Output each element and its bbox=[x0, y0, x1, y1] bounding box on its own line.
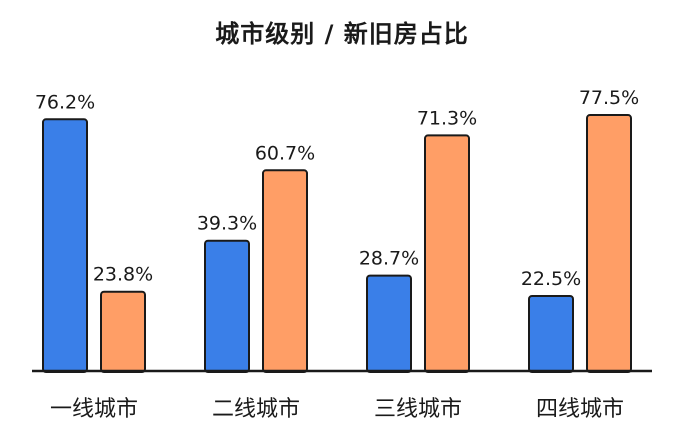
data-label-s0-c0: 76.2% bbox=[35, 91, 95, 113]
data-label-s0-c3: 22.5% bbox=[521, 268, 581, 290]
bar-s0-c2 bbox=[366, 274, 412, 373]
x-tick-label-0: 一线城市 bbox=[50, 397, 138, 422]
bar-s0-c3 bbox=[528, 294, 574, 374]
x-tick-label-3: 四线城市 bbox=[536, 397, 624, 422]
data-label-s1-c2: 71.3% bbox=[417, 107, 477, 129]
bar-s1-c2 bbox=[424, 134, 470, 373]
x-tick-label-1: 二线城市 bbox=[212, 397, 300, 422]
bar-s1-c3 bbox=[586, 114, 632, 374]
data-label-s0-c2: 28.7% bbox=[359, 248, 419, 270]
data-label-s1-c3: 77.5% bbox=[579, 87, 639, 109]
bar-s1-c1 bbox=[262, 169, 308, 373]
x-tick-label-2: 三线城市 bbox=[374, 397, 462, 422]
bar-s0-c1 bbox=[204, 239, 250, 373]
bar-s0-c0 bbox=[42, 118, 88, 373]
bar-s1-c0 bbox=[100, 290, 146, 373]
chart-title: 城市级别 / 新旧房占比 bbox=[215, 20, 469, 48]
data-label-s0-c1: 39.3% bbox=[197, 213, 257, 235]
data-label-s1-c1: 60.7% bbox=[255, 142, 315, 164]
data-label-s1-c0: 23.8% bbox=[93, 264, 153, 286]
